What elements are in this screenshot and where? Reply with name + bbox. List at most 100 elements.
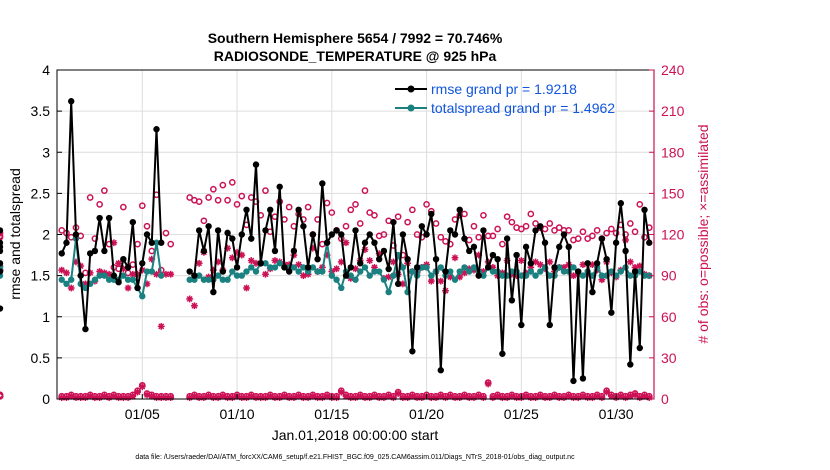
obs-assimilated-bottom-marker	[91, 394, 99, 402]
rmse-point	[428, 210, 435, 218]
legend-rmse-label: rmse grand pr = 1.9218	[431, 81, 577, 97]
obs-assimilated-bottom-marker	[247, 392, 255, 400]
obs-assimilated-marker	[77, 262, 85, 270]
spread-point	[423, 264, 430, 271]
obs-possible-marker	[446, 240, 454, 248]
obs-assimilated-marker	[295, 261, 303, 269]
obs-assimilated-bottom-marker	[323, 392, 331, 400]
obs-possible-marker	[224, 196, 231, 204]
obs-assimilated-bottom-marker	[100, 392, 108, 400]
obs-assimilated-marker	[299, 272, 307, 280]
obs-assimilated-marker	[238, 251, 246, 259]
obs-assimilated-marker	[110, 239, 118, 247]
obs-assimilated-bottom-marker	[475, 392, 483, 400]
spread-point	[399, 264, 407, 271]
spread-point	[262, 260, 269, 267]
obs-assimilated-bottom-marker	[555, 394, 563, 402]
obs-assimilated-bottom-marker	[271, 394, 279, 402]
spread-point	[532, 272, 539, 279]
spread-point	[200, 276, 208, 283]
spread-point	[233, 272, 241, 279]
obs-assimilated-bottom-marker	[219, 392, 227, 400]
obs-assimilated-bottom-marker	[503, 394, 511, 402]
rmse-point	[338, 231, 345, 238]
obs-possible-marker	[162, 229, 170, 237]
rmse-point	[513, 251, 520, 259]
right-tick-label: 90	[661, 268, 677, 284]
rmse-point	[494, 255, 501, 263]
obs-assimilated-bottom-marker	[574, 394, 582, 402]
obs-possible-marker	[565, 227, 573, 234]
rmse-point	[352, 227, 359, 234]
obs-assimilated-bottom-marker	[484, 380, 492, 388]
obs-assimilated-bottom-marker	[285, 394, 293, 402]
obs-assimilated-bottom-marker	[309, 392, 317, 400]
obs-assimilated-bottom-marker	[148, 392, 156, 400]
obs-assimilated-marker	[517, 257, 525, 264]
obs-assimilated-bottom-marker	[375, 394, 383, 402]
rmse-point	[96, 214, 103, 222]
spread-point	[328, 272, 336, 279]
rmse-point	[224, 229, 231, 237]
left-tick-label: 1.5	[31, 268, 51, 284]
rmse-point	[110, 272, 118, 279]
obs-assimilated-bottom-marker	[631, 391, 639, 399]
obs-possible-marker	[636, 200, 644, 208]
rmse-point	[612, 239, 620, 246]
obs-possible-marker	[342, 222, 350, 230]
obs-possible-marker	[347, 206, 355, 214]
spread-point	[205, 276, 212, 283]
obs-possible-marker	[219, 181, 227, 189]
rmse-point	[442, 268, 449, 275]
obs-possible-marker	[551, 227, 558, 234]
obs-assimilated-bottom-marker	[498, 394, 506, 402]
spread-point	[556, 264, 563, 271]
spread-point	[224, 276, 231, 283]
rmse-point	[366, 231, 373, 238]
rmse-point	[508, 297, 516, 304]
rmse-point	[646, 239, 653, 246]
obs-possible-marker	[238, 192, 246, 200]
rmse-point	[82, 325, 89, 333]
rmse-point	[323, 239, 331, 246]
obs-assimilated-bottom-marker	[442, 394, 449, 402]
rmse-point	[404, 255, 411, 263]
rmse-point	[139, 260, 146, 267]
left-tick-label: 3.5	[31, 103, 51, 119]
rmse-point	[120, 255, 127, 263]
rmse-point	[532, 227, 539, 234]
obs-assimilated-bottom-marker	[489, 394, 497, 402]
rmse-point	[432, 255, 440, 263]
obs-assimilated-bottom-marker	[390, 394, 397, 402]
obs-assimilated-marker	[446, 273, 454, 281]
obs-assimilated-bottom-marker	[641, 392, 648, 400]
obs-assimilated-marker	[456, 273, 464, 281]
obs-assimilated-bottom-marker	[333, 394, 340, 402]
rmse-point	[153, 126, 160, 133]
obs-assimilated-bottom-marker	[593, 392, 601, 400]
obs-assimilated-bottom-marker	[257, 394, 265, 402]
x-tick-label: 01/20	[409, 406, 444, 422]
rmse-point	[77, 272, 84, 279]
spread-point	[579, 272, 587, 279]
rmse-point	[72, 231, 80, 238]
spread-point	[219, 276, 227, 283]
obs-assimilated-bottom-marker	[413, 394, 421, 402]
obs-assimilated-bottom-marker	[115, 394, 122, 402]
obs-assimilated-marker	[195, 259, 203, 267]
obs-assimilated-marker	[143, 280, 151, 288]
spread-point	[537, 268, 544, 275]
rmse-point	[603, 255, 610, 263]
rmse-point	[470, 243, 478, 251]
obs-possible-marker	[356, 220, 364, 227]
obs-possible-marker	[371, 211, 378, 219]
rmse-point	[68, 98, 75, 105]
spread-point	[276, 260, 283, 267]
spread-point	[518, 272, 525, 279]
spread-point	[186, 276, 193, 283]
obs-possible-marker	[404, 218, 411, 226]
obs-possible-marker	[608, 225, 615, 233]
left-axis: 0 0.5 1 1.5 2 2.5 3 3.5 4	[31, 62, 62, 407]
obs-assimilated-marker	[72, 258, 80, 266]
obs-assimilated-marker	[361, 246, 369, 253]
